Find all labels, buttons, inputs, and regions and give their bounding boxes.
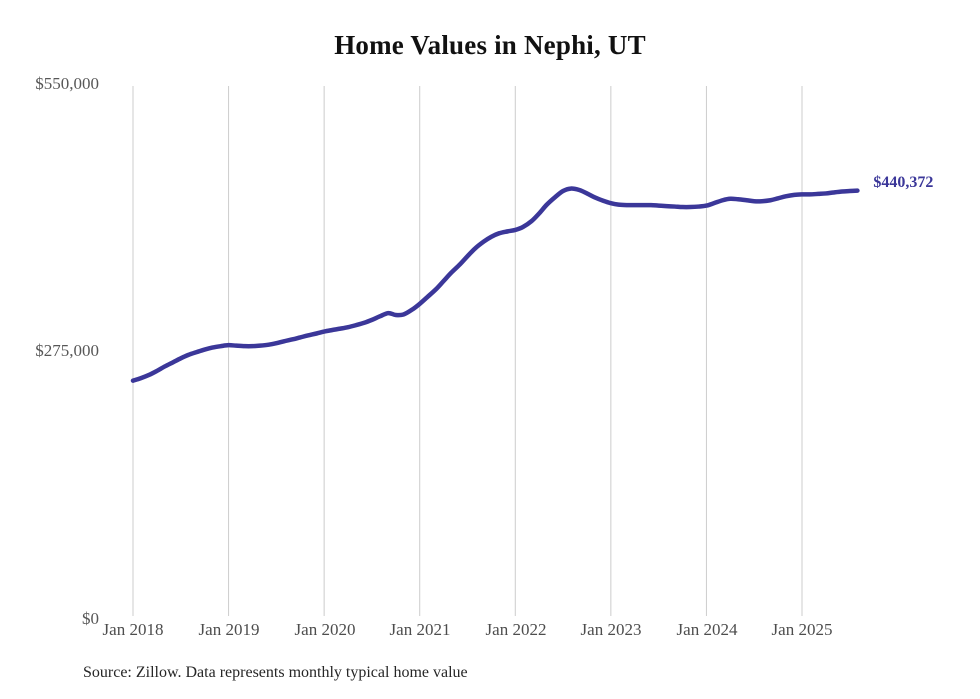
x-axis-tick-label-2023: Jan 2023 [580, 620, 642, 639]
x-axis-tick-label-2025: Jan 2025 [771, 620, 833, 639]
y-axis-tick-label-top: $550,000 [35, 74, 99, 93]
x-axis-tick-label-2020: Jan 2020 [294, 620, 356, 639]
x-axis-tick-label-2022: Jan 2022 [485, 620, 547, 639]
source-note: Source: Zillow. Data represents monthly … [83, 664, 468, 681]
chart-title: Home Values in Nephi, UT [334, 30, 646, 60]
x-axis-tick-label-2019: Jan 2019 [198, 620, 260, 639]
x-axis-tick-label-2024: Jan 2024 [676, 620, 738, 639]
end-value-label: $440,372 [873, 173, 934, 191]
x-axis-tick-label-2021: Jan 2021 [389, 620, 451, 639]
data-series-line [130, 186, 860, 383]
x-axis-tick-label-2018: Jan 2018 [102, 620, 164, 639]
y-axis-tick-label-bottom: $0 [82, 609, 99, 628]
y-axis-tick-label-mid: $275,000 [35, 341, 99, 360]
vertical-gridlines [132, 86, 803, 616]
